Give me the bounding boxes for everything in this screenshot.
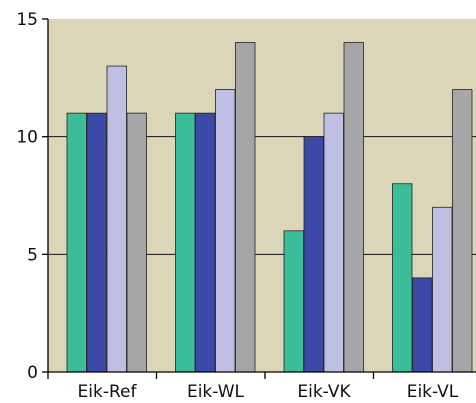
bar-eik-ref-s3 xyxy=(106,65,127,373)
y-tick-label-15: 15 xyxy=(16,10,38,30)
x-tick-label-eik-ref: Eik-Ref xyxy=(78,382,138,402)
bar-eik-wl-s2 xyxy=(195,112,216,373)
bar-eik-vk-s3 xyxy=(323,112,344,373)
bar-eik-wl-s4 xyxy=(235,42,256,373)
bar-eik-ref-s4 xyxy=(126,112,147,373)
bar-eik-wl-s1 xyxy=(175,112,196,373)
x-tick-label-eik-vk: Eik-VK xyxy=(297,382,351,402)
bar-eik-vk-s2 xyxy=(303,136,324,373)
x-axis-ticks: Eik-Ref Eik-WL Eik-VK Eik-VL xyxy=(47,372,459,402)
x-tick-label-eik-vl: Eik-VL xyxy=(407,382,459,402)
y-tick-label-0: 0 xyxy=(27,363,38,383)
bar-eik-ref-s2 xyxy=(86,112,107,373)
bar-eik-vk-s1 xyxy=(283,230,304,373)
bar-eik-wl-s3 xyxy=(215,89,236,373)
bar-eik-vl-s1 xyxy=(392,183,413,373)
x-tick-label-eik-wl: Eik-WL xyxy=(187,382,245,402)
y-tick-label-10: 10 xyxy=(16,128,38,148)
bar-eik-vk-s4 xyxy=(343,42,364,373)
bar-eik-vl-s4 xyxy=(452,89,473,373)
bar-eik-vl-s2 xyxy=(412,277,433,373)
bar-eik-vl-s3 xyxy=(432,206,453,373)
bar-eik-ref-s1 xyxy=(66,112,87,373)
y-tick-label-5: 5 xyxy=(27,245,38,265)
y-axis-ticks: 0 5 10 15 xyxy=(16,10,48,383)
